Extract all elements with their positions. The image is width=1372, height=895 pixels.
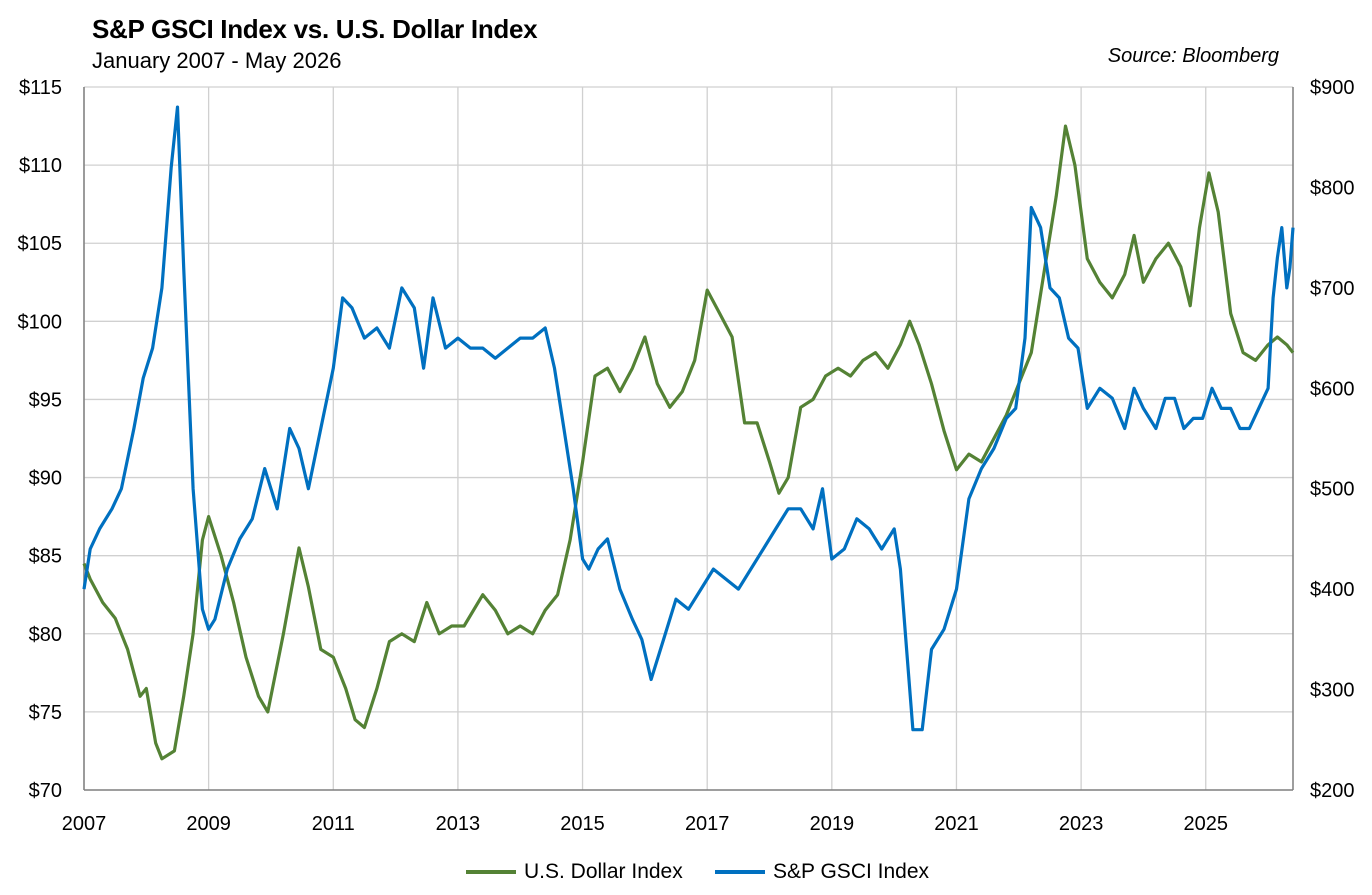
- gsci-series-line: [82, 105, 1295, 732]
- grid-lines: [83, 86, 1293, 790]
- y-right-tick-label: $600: [1310, 378, 1355, 400]
- y-right-tick-label: $200: [1310, 780, 1355, 802]
- y-left-tick-label: $110: [19, 155, 62, 177]
- x-tick-label: 2019: [810, 813, 855, 835]
- y-left-tick-label: $90: [29, 468, 62, 490]
- legend-label-usd: U.S. Dollar Index: [524, 860, 683, 883]
- x-tick-label: 2023: [1059, 813, 1104, 835]
- x-tick-label: 2017: [685, 813, 730, 835]
- x-tick-label: 2011: [312, 813, 355, 835]
- legend-swatch-usd: [466, 870, 516, 874]
- y-left-tick-label: $95: [29, 389, 62, 411]
- y-left-tick-label: $100: [18, 311, 63, 333]
- y-left-tick-label: $85: [29, 546, 62, 568]
- y-left-tick-label: $80: [29, 624, 62, 646]
- legend-swatch-gsci: [715, 870, 765, 874]
- x-tick-label: 2007: [62, 813, 107, 835]
- chart-title: S&P GSCI Index vs. U.S. Dollar Index: [92, 14, 538, 44]
- source-note: Source: Bloomberg: [1107, 45, 1279, 67]
- x-tick-label: 2025: [1184, 813, 1229, 835]
- x-tick-label: 2009: [186, 813, 231, 835]
- series-lines: [82, 105, 1295, 761]
- chart-subtitle: January 2007 - May 2026: [92, 48, 342, 73]
- y-left-tick-label: $75: [29, 702, 62, 724]
- y-left-tick-label: $105: [18, 233, 63, 255]
- y-right-tick-label: $400: [1310, 579, 1355, 601]
- y-right-tick-label: $700: [1310, 278, 1355, 300]
- y-right-tick-label: $300: [1310, 680, 1355, 702]
- legend-item-usd: U.S. Dollar Index: [466, 860, 683, 884]
- y-left-tick-label: $70: [29, 780, 62, 802]
- y-left-tick-label: $115: [19, 77, 62, 99]
- y-right-tick-label: $500: [1310, 479, 1355, 501]
- legend-item-gsci: S&P GSCI Index: [715, 860, 929, 884]
- axes: [83, 87, 1294, 791]
- legend: U.S. Dollar Index S&P GSCI Index: [0, 860, 1372, 892]
- x-tick-label: 2013: [436, 813, 481, 835]
- tick-labels: $70 $75 $80 $85 $90 $95 $100 $105 $110 $115 $200 $3…: [18, 77, 1355, 835]
- y-right-tick-label: $900: [1310, 77, 1355, 99]
- x-tick-label: 2015: [560, 813, 605, 835]
- y-right-tick-label: $800: [1310, 177, 1355, 199]
- usd-series-line: [82, 124, 1295, 761]
- x-tick-label: 2021: [934, 813, 979, 835]
- legend-label-gsci: S&P GSCI Index: [773, 860, 930, 883]
